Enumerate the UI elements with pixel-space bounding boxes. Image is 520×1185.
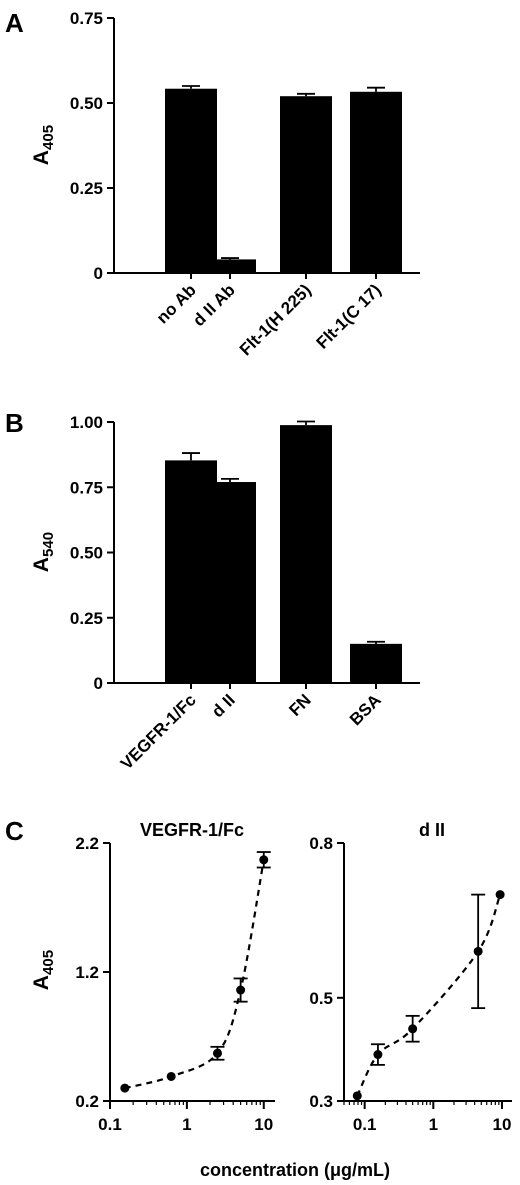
y-tick-label: 0.75: [70, 478, 103, 497]
panel-label-b: B: [5, 408, 24, 438]
y-tick-label: 2.2: [75, 834, 99, 853]
data-point: [408, 1024, 418, 1034]
y-tick-label: 0.5: [309, 989, 333, 1008]
x-tick-label: 10: [254, 1115, 273, 1134]
x-tick-label: FN: [285, 690, 314, 719]
y-tick-label: 0.50: [70, 544, 103, 563]
panel-label-c: C: [5, 816, 24, 846]
data-point: [259, 855, 269, 865]
chart-title: d II: [419, 820, 445, 840]
bar: [280, 425, 332, 683]
y-axis-label: A405: [30, 125, 57, 165]
data-point: [120, 1083, 130, 1093]
x-tick-label: 10: [493, 1115, 512, 1134]
data-point: [352, 1091, 362, 1101]
bar: [165, 88, 217, 273]
y-tick-label: 0.25: [70, 609, 103, 628]
panel-c-vegfr-chart: 0.2 1.2 2.2 0.1 1 10 VEGFR-1/Fc A405: [30, 820, 275, 1134]
data-point: [212, 1048, 222, 1058]
x-tick-label: 0.1: [353, 1115, 377, 1134]
x-tick-label: 0.1: [98, 1115, 122, 1134]
bar: [350, 91, 402, 273]
y-tick-label: 0.75: [70, 9, 103, 28]
bar: [350, 643, 402, 683]
bar: [204, 259, 256, 273]
x-tick-label: VEGFR-1/Fc: [117, 690, 200, 773]
chart-title: VEGFR-1/Fc: [140, 820, 244, 840]
fit-curve: [124, 859, 265, 1090]
y-tick-label: 0.8: [309, 834, 333, 853]
bar: [204, 482, 256, 683]
x-tick-label: 1: [429, 1115, 438, 1134]
x-tick-label: Flt-1(C 17): [313, 280, 385, 352]
panel-c-dii-chart: 0.3 0.5 0.8 0.1 1 10 d II: [309, 820, 512, 1134]
x-tick-label: d II: [208, 690, 239, 721]
bar: [280, 96, 332, 273]
data-point: [495, 890, 505, 900]
x-tick-label: Flt-1(H 225): [236, 280, 315, 359]
x-tick-label: d II Ab: [189, 280, 239, 330]
y-tick-label: 0: [94, 674, 103, 693]
y-tick-label: 1.00: [70, 413, 103, 432]
y-tick-label: 0.25: [70, 179, 103, 198]
panel-b-bar-chart: 0 0.25 0.50 0.75 1.00 VEGFR-1/Fc d II FN BSA A540: [30, 413, 420, 773]
data-point: [236, 985, 246, 995]
y-axis-label: A540: [30, 532, 57, 572]
y-axis-label: A405: [30, 950, 57, 990]
y-tick-label: 0.2: [75, 1092, 99, 1111]
y-tick-label: 0.50: [70, 94, 103, 113]
y-tick-label: 0.3: [309, 1092, 333, 1111]
data-point: [473, 946, 483, 956]
y-tick-label: 1.2: [75, 963, 99, 982]
y-tick-label: 0: [94, 264, 103, 283]
x-tick-label: BSA: [346, 690, 385, 729]
data-point: [166, 1071, 176, 1081]
panel-label-a: A: [5, 8, 24, 38]
x-tick-label: 1: [182, 1115, 191, 1134]
data-point: [373, 1050, 383, 1060]
shared-x-axis-label: concentration (μg/mL): [200, 1160, 390, 1180]
